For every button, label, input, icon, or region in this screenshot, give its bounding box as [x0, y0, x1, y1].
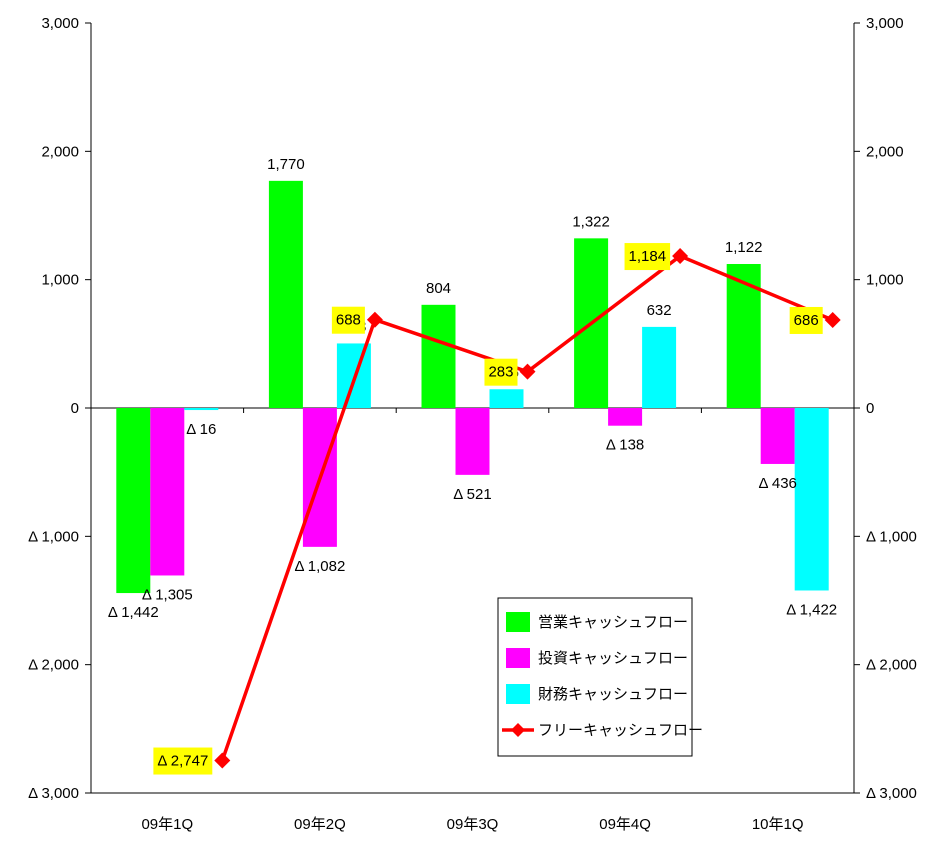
line-point	[366, 311, 383, 328]
x-tick-label: 09年3Q	[447, 816, 499, 833]
bars	[116, 180, 829, 594]
x-tick-label: 09年2Q	[294, 816, 346, 833]
bar	[184, 408, 219, 411]
line-data-label: Δ 2,747	[157, 753, 208, 770]
bar	[760, 408, 795, 464]
y-tick-label-right: 1,000	[866, 272, 904, 289]
y-tick-label-left: Δ 1,000	[28, 528, 79, 545]
bar-data-label: Δ 1,422	[786, 601, 837, 618]
bar	[116, 408, 151, 594]
bar	[608, 408, 643, 426]
legend-marker	[511, 723, 525, 737]
y-tick-label-right: 0	[866, 400, 874, 417]
bar	[421, 304, 456, 408]
y-tick-label-left: Δ 3,000	[28, 785, 79, 802]
legend-swatch	[506, 612, 530, 632]
bar-data-label: Δ 436	[759, 475, 797, 492]
bar	[268, 180, 303, 408]
bar-data-label: Δ 16	[186, 421, 216, 438]
bar-data-label: 1,322	[572, 213, 610, 230]
line-point	[519, 363, 536, 380]
line-data-label: 686	[794, 312, 819, 329]
x-tick-label: 09年4Q	[599, 816, 651, 833]
y-tick-label-right: 2,000	[866, 143, 904, 160]
bar	[455, 408, 490, 475]
bar	[642, 326, 677, 408]
bar-data-label: 804	[426, 280, 451, 297]
line-data-label-bg	[624, 243, 671, 271]
y-tick-label-right: Δ 2,000	[866, 657, 917, 674]
bar	[794, 408, 829, 591]
legend: 営業キャッシュフロー投資キャッシュフロー財務キャッシュフローフリーキャッシュフロ…	[497, 597, 703, 757]
y-tick-label-right: Δ 1,000	[866, 528, 917, 545]
line-data-label-bg	[789, 306, 823, 334]
bar-data-label: Δ 521	[453, 486, 491, 503]
line-point	[672, 248, 689, 265]
free-cash-flow-line	[214, 248, 841, 769]
legend-label: 財務キャッシュフロー	[538, 686, 688, 703]
y-tick-label-left: 0	[71, 400, 79, 417]
y-tick-label-right: Δ 3,000	[866, 785, 917, 802]
line-data-label-bg	[331, 306, 365, 334]
bar-data-label: 1,770	[267, 156, 305, 173]
bar-data-label: Δ 1,082	[294, 558, 345, 575]
bar-data-label: Δ 1,442	[108, 604, 159, 621]
legend-label: フリーキャッシュフロー	[538, 722, 703, 739]
y-tick-label-left: 2,000	[41, 143, 79, 160]
bar	[150, 408, 185, 576]
bar-data-label: Δ 1,305	[142, 586, 193, 603]
line-data-label-bg	[153, 747, 213, 775]
line-point	[214, 752, 231, 769]
line-data-label: 688	[336, 312, 361, 329]
line-data-label: 1,184	[629, 248, 667, 265]
bar-data-label: 1,122	[725, 239, 763, 256]
legend-label: 投資キャッシュフロー	[538, 650, 688, 667]
x-tick-label: 09年1Q	[141, 816, 193, 833]
bar	[489, 389, 524, 408]
axes: 3,000 3,000 2,000 2,000 1,000 1,000 0 0 Δ 1,000 Δ…	[28, 15, 917, 833]
legend-swatch	[506, 648, 530, 668]
y-tick-label-right: 3,000	[866, 15, 904, 32]
x-tick-label: 10年1Q	[752, 816, 804, 833]
legend-label: 営業キャッシュフロー	[538, 614, 688, 631]
y-tick-label-left: 1,000	[41, 272, 79, 289]
y-tick-label-left: Δ 2,000	[28, 657, 79, 674]
legend-swatch	[506, 684, 530, 704]
line-data-label: 283	[488, 364, 513, 381]
bar-data-label: Δ 138	[606, 437, 644, 454]
line-data-label-bg	[484, 358, 518, 386]
line-point	[824, 311, 841, 328]
bar-data-label: 632	[647, 302, 672, 319]
y-tick-label-left: 3,000	[41, 15, 79, 32]
data-labels: Δ 1,442 1,770 804 1,322 1,122 Δ 1,305 Δ 1,082 Δ…	[108, 156, 837, 775]
bar	[726, 264, 761, 408]
